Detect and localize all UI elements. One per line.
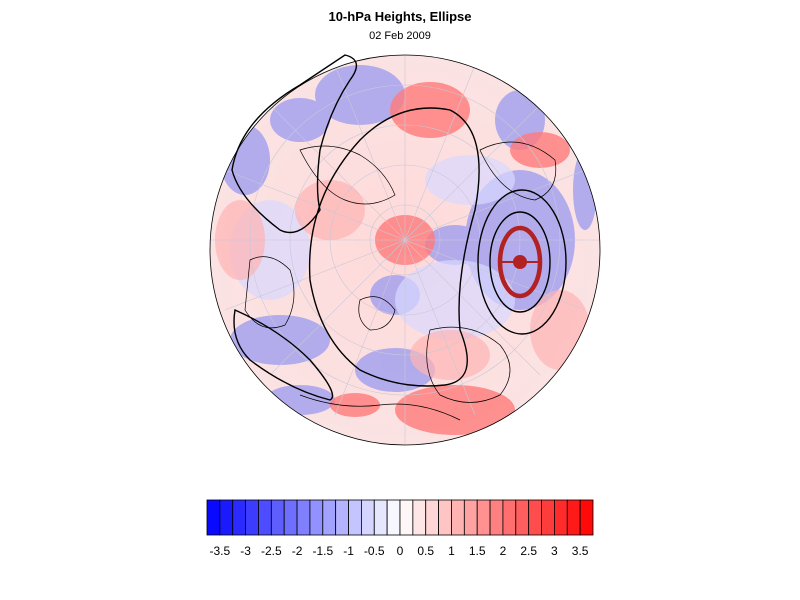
colorbar-tick-label: -3 xyxy=(240,544,251,558)
colorbar-tick-label: 3.5 xyxy=(571,544,589,558)
colorbar-tick-label: 0.5 xyxy=(417,544,435,558)
colorbar-tick-label: -3.5 xyxy=(209,544,231,558)
colorbar-tick-label: 1 xyxy=(448,544,455,558)
map-subtitle: 02 Feb 2009 xyxy=(369,30,431,42)
ellipse-center-marker xyxy=(513,255,527,269)
colorbar-tick-label: -1 xyxy=(343,544,354,558)
colorbar-box xyxy=(245,499,259,536)
colorbar-boxes xyxy=(206,499,594,536)
colorbar-box xyxy=(451,499,465,536)
colorbar-box xyxy=(463,499,478,536)
coastlines xyxy=(244,141,557,421)
colorbar-box xyxy=(335,499,349,536)
map-title: 10-hPa Heights, Ellipse xyxy=(328,9,472,24)
colorbar-tick-label: 1.5 xyxy=(468,544,486,558)
colorbar-box xyxy=(566,499,581,536)
colorbar-box xyxy=(515,499,530,536)
colorbar-box xyxy=(348,499,362,536)
colorbar-box xyxy=(270,499,285,536)
colorbar-tick-label: -0.5 xyxy=(363,544,385,558)
colorbar-box xyxy=(373,499,388,536)
globe-outline xyxy=(209,54,601,446)
vortex-ellipse xyxy=(497,225,543,299)
colorbar-box xyxy=(412,499,427,536)
colorbar-box xyxy=(399,499,414,536)
colorbar-box xyxy=(206,499,221,536)
colorbar-box xyxy=(476,499,491,536)
colorbar-box xyxy=(232,499,247,536)
colorbar-tick-label: -2.5 xyxy=(260,544,282,558)
colorbar-box xyxy=(296,499,311,536)
colorbar-box xyxy=(425,499,440,536)
positive-anomaly-light xyxy=(215,180,590,380)
colorbar-box xyxy=(360,499,375,536)
colorbar-box xyxy=(554,499,568,536)
anomaly-shading xyxy=(210,55,600,445)
colorbar-tick-label: 2 xyxy=(499,544,507,558)
colorbar-box xyxy=(322,499,337,536)
colorbar-tick-label: -1.5 xyxy=(312,544,334,558)
colorbar-box xyxy=(541,499,555,536)
colorbar-labels: -3.5 -3 -2.5 -2 -1.5 -1 -0.5 0 0.5 1 1.5 2 2.5 3 3.5 xyxy=(0,544,800,560)
colorbar-box xyxy=(258,499,272,536)
colorbar-tick-label: -2 xyxy=(291,544,303,558)
colorbar-tick-label: 0 xyxy=(396,544,404,558)
colorbar-box xyxy=(502,499,517,536)
colorbar-box xyxy=(579,499,594,536)
colorbar-box xyxy=(489,499,504,536)
colorbar-box xyxy=(438,499,452,536)
colorbar-tick-label: 3 xyxy=(551,544,558,558)
colorbar-box xyxy=(528,499,542,536)
colorbar-tick-label: 2.5 xyxy=(520,544,537,558)
colorbar-box xyxy=(283,499,298,536)
colorbar-box xyxy=(386,499,401,536)
colorbar-box xyxy=(219,499,234,536)
colorbar-box xyxy=(309,499,324,536)
positive-anomaly-regions xyxy=(330,82,570,435)
height-contours xyxy=(231,54,567,401)
